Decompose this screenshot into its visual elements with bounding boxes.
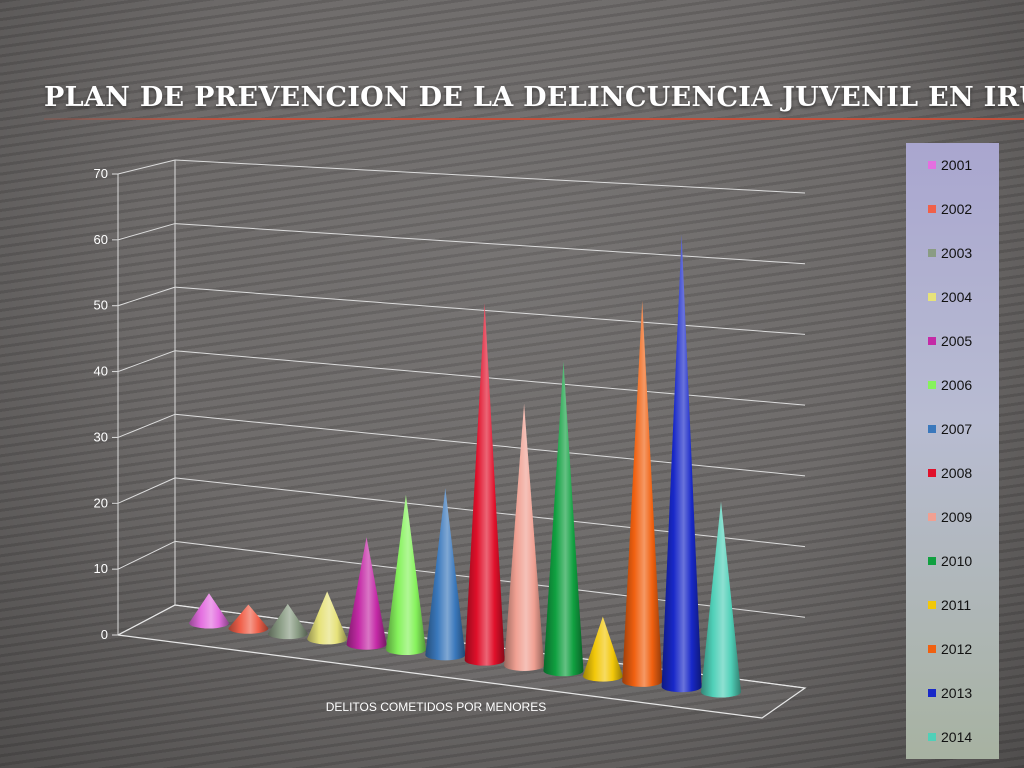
legend-swatch [928,161,936,169]
legend-item-2009: 2009 [928,508,972,526]
wall-tick-70 [117,159,176,175]
legend-label: 2004 [941,289,973,305]
legend-label: 2014 [941,729,973,745]
cone-2006 [385,494,426,656]
legend-label: 2007 [941,421,973,437]
legend-label: 2003 [941,245,973,261]
chart-legend: 2001 2002 2003 2004 2005 2006 2007 2008 2009 2010… [906,143,999,759]
cone-2001 [189,593,229,629]
legend-item-2011: 2011 [928,596,971,614]
y-tick-label: 20 [94,495,108,510]
cone-2010 [543,361,584,677]
legend-label: 2006 [941,377,973,393]
legend-swatch [928,689,936,697]
y-tick-label: 50 [94,298,108,313]
cone-2013 [661,234,702,693]
legend-item-2010: 2010 [928,552,972,570]
legend-label: 2008 [941,465,973,481]
x-axis-label: DELITOS COMETIDOS POR MENORES [326,700,546,714]
legend-swatch [928,249,936,257]
legend-swatch [928,513,936,521]
y-tick-label: 10 [94,561,108,576]
title-underline [44,118,1024,120]
legend-label: 2012 [941,641,973,657]
cone-2003 [267,603,308,640]
cone-2005 [346,537,387,650]
y-tick-label: 30 [94,429,108,444]
cone-2014 [701,501,741,698]
wall-tick-40 [117,350,176,373]
y-tick-label: 70 [94,166,108,181]
legend-label: 2013 [941,685,973,701]
wall-tick-10 [117,540,176,570]
cone-2004 [307,591,348,645]
legend-label: 2010 [941,553,973,569]
legend-swatch [928,425,936,433]
cone-2007 [425,488,466,661]
legend-swatch [928,205,936,213]
legend-item-2001: 2001 [928,156,972,174]
wall-tick-20 [117,477,176,504]
legend-label: 2009 [941,509,973,525]
gridline-40 [174,350,806,406]
y-tick-label: 40 [94,364,108,379]
cone-2012 [622,300,663,687]
legend-swatch [928,469,936,477]
cone-2011 [582,616,623,682]
legend-swatch [928,557,936,565]
legend-label: 2005 [941,333,973,349]
y-tick-label: 60 [94,232,108,247]
slide-title: PLAN DE PREVENCION DE LA DELINCUENCIA JU… [44,82,1024,113]
legend-item-2012: 2012 [928,640,972,658]
wall-tick-60 [117,223,176,241]
cone-2009 [504,403,545,671]
legend-item-2008: 2008 [928,464,972,482]
cone-2002 [228,604,269,634]
legend-item-2013: 2013 [928,684,972,702]
legend-label: 2011 [941,597,972,613]
legend-item-2005: 2005 [928,332,972,350]
cone-2008 [464,303,505,666]
legend-label: 2002 [941,201,973,217]
gridline-60 [174,223,806,265]
legend-item-2006: 2006 [928,376,972,394]
legend-item-2003: 2003 [928,244,972,262]
legend-item-2007: 2007 [928,420,972,438]
legend-item-2004: 2004 [928,288,972,306]
legend-swatch [928,645,936,653]
legend-swatch [928,733,936,741]
legend-label: 2001 [941,157,973,173]
legend-swatch [928,293,936,301]
legend-swatch [928,381,936,389]
wall-tick-50 [117,286,176,307]
legend-item-2002: 2002 [928,200,972,218]
gridline-50 [174,286,806,335]
legend-swatch [928,337,936,345]
wall-tick-30 [117,413,176,438]
legend-swatch [928,601,936,609]
legend-item-2014: 2014 [928,728,972,746]
gridline-70 [174,159,806,194]
y-tick-label: 0 [101,627,108,642]
